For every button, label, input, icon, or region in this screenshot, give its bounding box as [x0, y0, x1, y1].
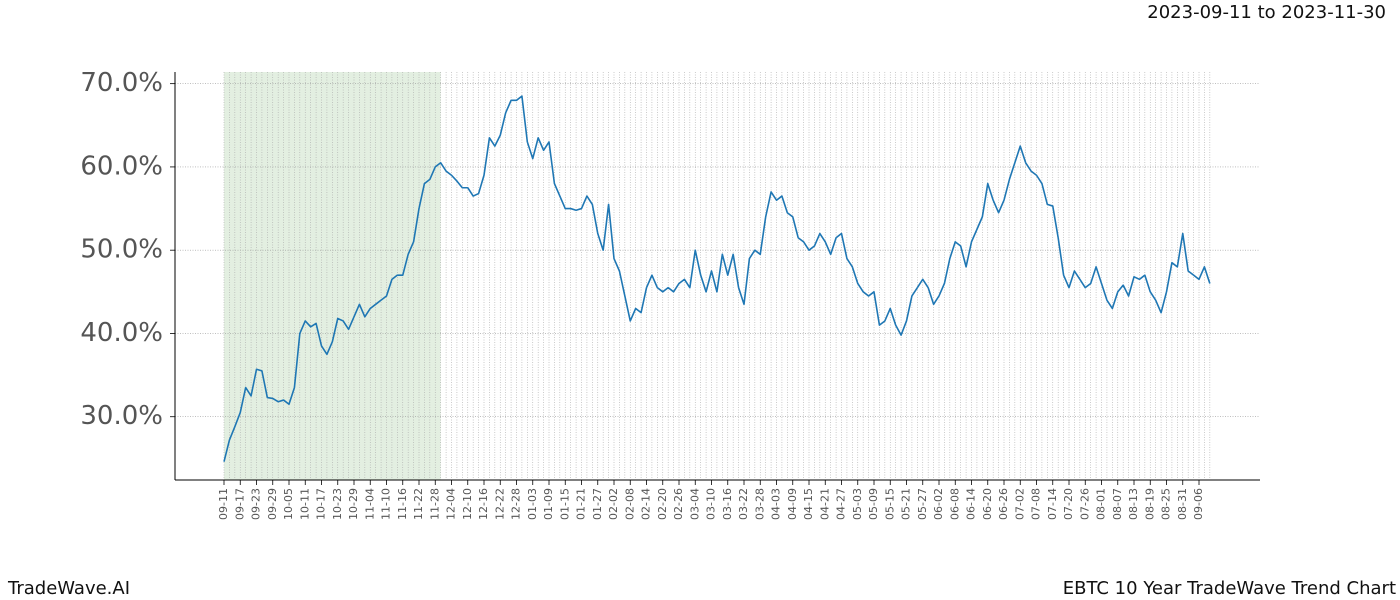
- y-tick-label: 50.0%: [80, 235, 163, 265]
- x-tick-label: 01-15: [558, 488, 571, 520]
- x-tick-label: 06-02: [932, 488, 945, 520]
- x-tick-label: 05-09: [867, 488, 880, 520]
- line-series: [223, 95, 1211, 462]
- y-tick-label: 40.0%: [80, 318, 163, 348]
- x-tick-label: 07-14: [1046, 488, 1059, 520]
- x-tick-label: 10-11: [298, 488, 311, 520]
- x-tick-label: 10-23: [331, 488, 344, 520]
- x-tick-label: 12-28: [510, 488, 523, 520]
- y-tick-label: 30.0%: [80, 401, 163, 431]
- x-tick-label: 12-10: [461, 488, 474, 520]
- chart-title: 2023-09-11 to 2023-11-30: [1147, 2, 1386, 23]
- x-tick-label: 07-20: [1062, 488, 1075, 520]
- x-tick-label: 09-11: [217, 488, 230, 520]
- x-tick-label: 02-02: [607, 488, 620, 520]
- x-tick-label: 01-21: [575, 488, 588, 520]
- x-tick-label: 04-27: [835, 488, 848, 520]
- x-tick-label: 08-25: [1160, 488, 1173, 520]
- x-tick-label: 03-04: [688, 488, 701, 520]
- x-tick-label: 03-22: [737, 488, 750, 520]
- x-tick-label: 03-16: [721, 488, 734, 520]
- x-tick-label: 10-05: [282, 488, 295, 520]
- x-tick-label: 05-15: [883, 488, 896, 520]
- x-tick-label: 04-03: [770, 488, 783, 520]
- highlight-region: [224, 72, 441, 480]
- x-tick-label: 03-28: [753, 488, 766, 520]
- x-tick-label: 06-14: [965, 488, 978, 520]
- x-tick-label: 06-20: [981, 488, 994, 520]
- x-tick-label: 04-09: [786, 488, 799, 520]
- x-tick-label: 07-02: [1013, 488, 1026, 520]
- x-tick-label: 03-10: [705, 488, 718, 520]
- y-tick-label: 70.0%: [80, 68, 163, 98]
- x-tick-label: 02-26: [672, 488, 685, 520]
- x-tick-label: 08-13: [1127, 488, 1140, 520]
- x-tick-label: 11-10: [380, 488, 393, 520]
- x-tick-label: 11-16: [396, 488, 409, 520]
- x-tick-label: 08-31: [1176, 488, 1189, 520]
- x-tick-label: 05-03: [851, 488, 864, 520]
- x-tick-label: 07-26: [1078, 488, 1091, 520]
- x-tick-label: 10-29: [347, 488, 360, 520]
- x-tick-label: 07-08: [1030, 488, 1043, 520]
- x-tick-label: 05-27: [916, 488, 929, 520]
- x-tick-label: 09-06: [1192, 488, 1205, 520]
- x-tick-label: 01-03: [526, 488, 539, 520]
- y-tick-label: 60.0%: [80, 151, 163, 181]
- x-tick-label: 09-29: [266, 488, 279, 520]
- x-tick-label: 11-28: [428, 488, 441, 520]
- x-tick-label: 04-15: [802, 488, 815, 520]
- x-tick-label: 02-08: [623, 488, 636, 520]
- caption: EBTC 10 Year TradeWave Trend Chart: [1063, 578, 1396, 599]
- x-tick-label: 10-17: [315, 488, 328, 520]
- x-tick-label: 12-16: [477, 488, 490, 520]
- x-tick-label: 02-20: [656, 488, 669, 520]
- x-tick-label: 12-04: [445, 488, 458, 520]
- x-tick-label: 08-01: [1095, 488, 1108, 520]
- x-tick-label: 09-23: [250, 488, 263, 520]
- x-tick-label: 08-07: [1111, 488, 1124, 520]
- x-tick-label: 11-04: [363, 488, 376, 520]
- x-tick-label: 01-09: [542, 488, 555, 520]
- x-tick-label: 08-19: [1143, 488, 1156, 520]
- x-tick-label: 06-26: [997, 488, 1010, 520]
- x-tick-label: 01-27: [591, 488, 604, 520]
- x-tick-label: 06-08: [948, 488, 961, 520]
- x-tick-label: 09-17: [233, 488, 246, 520]
- x-tick-label: 11-22: [412, 488, 425, 520]
- x-tick-label: 12-22: [493, 488, 506, 520]
- brand: TradeWave.AI: [7, 578, 130, 599]
- x-tick-label: 05-21: [900, 488, 913, 520]
- x-tick-label: 02-14: [640, 488, 653, 520]
- x-tick-label: 04-21: [818, 488, 831, 520]
